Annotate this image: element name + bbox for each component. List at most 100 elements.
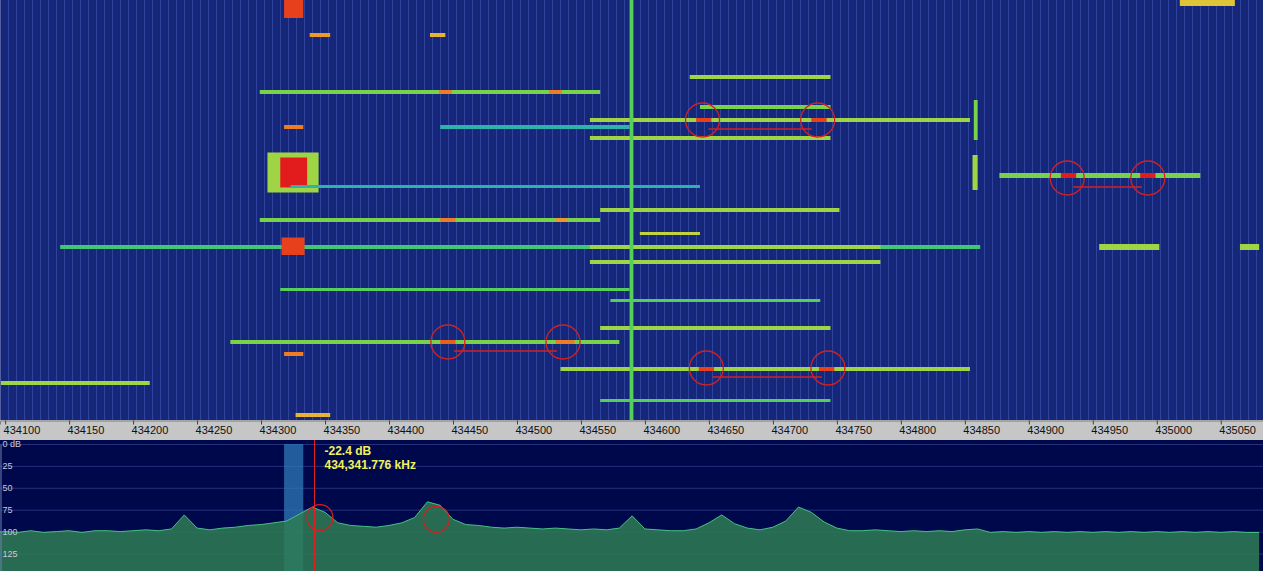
signal (819, 367, 834, 371)
signal (1140, 173, 1155, 178)
x-tick-label: 434300 (260, 424, 297, 436)
highlight-circle (431, 325, 465, 359)
waterfall-plot (0, 0, 1263, 420)
highlight-link (709, 128, 812, 129)
x-tick: 434150 (68, 421, 105, 437)
signal (282, 238, 305, 256)
signal (690, 75, 831, 79)
signal (60, 245, 980, 249)
y-tick: 0 dB (1, 439, 22, 449)
y-tick-label: 50 (3, 483, 13, 493)
x-tick: 435000 (1155, 421, 1192, 437)
waterfall-texture (0, 0, 1263, 420)
signal (640, 232, 700, 235)
y-tick-label: 100 (3, 527, 18, 537)
signal (610, 299, 820, 302)
signal (590, 118, 970, 122)
x-tick-label: 434150 (68, 424, 105, 436)
y-tick-label: 75 (3, 505, 13, 515)
x-tick-label: 435050 (1219, 424, 1256, 436)
chart: 434100 434150 434200 434250 434300 434350 4344… (0, 0, 1263, 571)
x-tick: 434450 (451, 421, 488, 437)
x-tick-label: 434650 (707, 424, 744, 436)
signal (284, 352, 303, 356)
x-tick: 434850 (963, 421, 1000, 437)
highlight-circle (307, 505, 333, 531)
signal (296, 413, 331, 417)
x-tick: 435050 (1219, 421, 1256, 437)
signal (590, 260, 880, 264)
y-axis-line (1, 445, 2, 571)
x-tick-label: 434400 (388, 424, 425, 436)
signal (630, 0, 634, 420)
x-tick-label: 434850 (963, 424, 1000, 436)
signal (0, 381, 150, 385)
x-tick: 434100 (4, 421, 41, 437)
x-tick-label: 434100 (4, 424, 41, 436)
y-tick: 125 (1, 549, 18, 559)
x-tick: 434400 (388, 421, 425, 437)
signal (600, 326, 830, 330)
signal (555, 218, 568, 222)
grid-line (0, 510, 1263, 511)
signal (440, 125, 629, 129)
x-tick-label: 434350 (324, 424, 361, 436)
signal (974, 100, 978, 140)
signal (440, 340, 455, 344)
readout: 434,341.776 kHz (325, 458, 416, 472)
x-tick-label: 434550 (579, 424, 616, 436)
signal (430, 33, 445, 37)
x-tick-label: 434250 (196, 424, 233, 436)
signal (600, 208, 839, 212)
signal (280, 158, 307, 188)
annotations: -22.4 dB434,341.776 kHz (325, 444, 416, 472)
signal (1099, 244, 1159, 250)
cursor (314, 444, 315, 571)
x-tick: 434600 (643, 421, 680, 437)
highlight-link (454, 350, 557, 351)
y-axis: 0 dB 25 50 75 100 125 (1, 439, 22, 571)
y-tick-label: 25 (3, 461, 13, 471)
signal (549, 90, 562, 94)
x-tick-label: 434700 (771, 424, 808, 436)
highlight-circle (686, 103, 720, 137)
highlight-circle (801, 103, 835, 137)
signal (1061, 173, 1076, 178)
signal (600, 399, 830, 402)
signal (811, 118, 826, 122)
signal (999, 173, 1200, 178)
grid-line (0, 466, 1263, 467)
y-tick: 50 (1, 483, 13, 493)
y-tick: 100 (1, 527, 18, 537)
x-tick: 434350 (324, 421, 361, 437)
signal (973, 155, 978, 190)
cursor (314, 440, 315, 444)
highlight-circle (423, 506, 449, 532)
x-tick-label: 434750 (835, 424, 872, 436)
x-tick: 434800 (899, 421, 936, 437)
signal (284, 0, 303, 18)
highlight-link (1073, 186, 1142, 187)
x-tick: 434950 (1091, 421, 1128, 437)
signal (1240, 244, 1259, 250)
x-tick-label: 434950 (1091, 424, 1128, 436)
x-tick-label: 435000 (1155, 424, 1192, 436)
x-tick: 434700 (771, 421, 808, 437)
frequency-strip (0, 420, 1263, 440)
x-tick: 434900 (1027, 421, 1064, 437)
signal (290, 185, 699, 188)
signal (260, 218, 600, 222)
highlight-circle (546, 325, 580, 359)
x-tick-label: 434900 (1027, 424, 1064, 436)
x-tick-label: 434600 (643, 424, 680, 436)
x-tick-label: 434800 (899, 424, 936, 436)
signal (1180, 0, 1235, 6)
signal (230, 340, 619, 344)
spectrum-area (0, 502, 1259, 571)
signal (700, 105, 831, 109)
signal (696, 118, 711, 122)
x-tick-label: 434200 (132, 424, 169, 436)
y-tick: 75 (1, 505, 13, 515)
highlight-circle (689, 351, 723, 385)
waterfall-y-axis-line (0, 0, 1, 420)
